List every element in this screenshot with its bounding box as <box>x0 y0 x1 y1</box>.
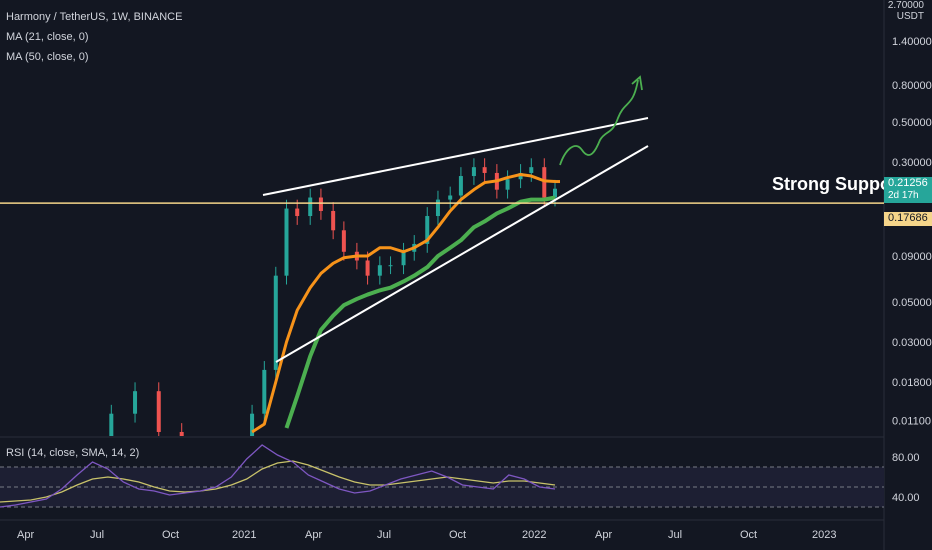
candle-body <box>518 172 523 180</box>
candle-body <box>471 167 476 177</box>
candle-body <box>250 413 255 436</box>
time-axis[interactable]: Apr Jul Oct 2021 Apr Jul Oct 2022 Apr Jul Oct 2023 <box>17 529 836 541</box>
price-tick-label: 0.09000 <box>892 251 932 263</box>
candle-body <box>482 167 487 173</box>
support-annotation[interactable]: Strong Support <box>772 174 904 194</box>
ma21-line <box>251 172 556 434</box>
rsi-axis: 80.00 40.00 <box>892 452 920 504</box>
rsi-line <box>0 444 556 508</box>
price-tick-label: 0.03000 <box>892 337 932 349</box>
candle-body <box>553 188 557 198</box>
projection-path[interactable] <box>559 79 639 166</box>
time-tick-label: Jul <box>377 529 391 541</box>
currency-label: 2.70000 USDT <box>888 0 924 22</box>
rsi-tick-label: 80.00 <box>892 452 920 464</box>
time-tick-label: 2022 <box>522 529 546 541</box>
time-tick-label: Apr <box>305 529 322 541</box>
candle-body <box>529 167 534 173</box>
candles-group <box>109 158 557 436</box>
time-tick-label: Oct <box>449 529 466 541</box>
price-tick-label: 0.80000 <box>892 80 932 92</box>
ma50-line <box>284 195 556 429</box>
candle-body <box>331 210 336 231</box>
candle-body <box>133 391 138 414</box>
time-tick-label: Apr <box>595 529 612 541</box>
last-price-badge: 0.21256 <box>884 177 932 190</box>
candle-body <box>365 260 370 276</box>
candle-body <box>179 431 184 436</box>
price-tick-label: 0.01800 <box>892 377 932 389</box>
symbol-legend[interactable]: Harmony / TetherUS, 1W, BINANCE <box>6 11 183 23</box>
moving-averages-group <box>251 172 560 434</box>
time-tick-label: Apr <box>17 529 34 541</box>
time-tick-label: Oct <box>740 529 757 541</box>
candle-body <box>109 413 114 436</box>
time-tick-label: Oct <box>162 529 179 541</box>
time-tick-label: Jul <box>668 529 682 541</box>
price-tick-label: 0.05000 <box>892 297 932 309</box>
lower-trendline[interactable] <box>275 145 649 363</box>
rsi-tick-label: 40.00 <box>892 492 920 504</box>
candle-body <box>401 251 406 266</box>
price-tick-label: 0.30000 <box>892 157 932 169</box>
currency-unit: USDT <box>896 11 924 22</box>
candle-body <box>284 208 289 276</box>
rsi-group <box>0 444 556 508</box>
rsi-legend[interactable]: RSI (14, close, SMA, 14, 2) <box>6 447 140 459</box>
price-axis[interactable]: 1.40000 0.80000 0.50000 0.30000 0.09000 0.050… <box>892 36 932 427</box>
countdown-badge: 2d 17h <box>884 190 932 203</box>
time-tick-label: 2023 <box>812 529 836 541</box>
candle-body <box>308 197 313 217</box>
candle-body <box>448 195 453 200</box>
candle-body <box>318 197 323 211</box>
candle-body <box>262 369 267 414</box>
candle-body <box>156 391 161 432</box>
support-price-badge: 0.17686 <box>884 212 932 226</box>
projection-arrowhead <box>631 75 643 91</box>
upper-trendline[interactable] <box>262 117 649 196</box>
candle-body <box>377 265 382 276</box>
candle-body <box>341 230 346 252</box>
candle-body <box>505 179 510 190</box>
rsi-sma-line <box>0 460 556 503</box>
ma21-legend[interactable]: MA (21, close, 0) <box>6 31 89 43</box>
ma50-legend[interactable]: MA (50, close, 0) <box>6 51 89 63</box>
candle-body <box>458 176 463 196</box>
currency-top-tick: 2.70000 <box>887 0 924 11</box>
price-tick-label: 0.50000 <box>892 117 932 129</box>
candle-body <box>273 275 278 370</box>
candle-body <box>295 208 300 217</box>
price-tick-label: 0.01100 <box>892 416 931 428</box>
candle-body <box>435 199 440 217</box>
price-tick-label: 1.40000 <box>892 36 932 48</box>
candle-body <box>425 216 430 244</box>
time-tick-label: 2021 <box>232 529 256 541</box>
time-tick-label: Jul <box>90 529 104 541</box>
candle-body <box>388 265 393 267</box>
